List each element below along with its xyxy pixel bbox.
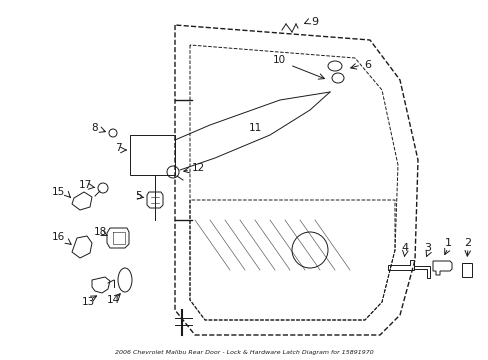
Polygon shape — [72, 236, 92, 258]
Text: 17: 17 — [78, 180, 91, 190]
Text: 2: 2 — [464, 238, 470, 248]
Polygon shape — [72, 192, 92, 210]
Polygon shape — [92, 277, 110, 293]
Text: 8: 8 — [92, 123, 98, 133]
Text: 13: 13 — [81, 297, 95, 307]
Text: 11: 11 — [248, 123, 261, 133]
Ellipse shape — [118, 268, 132, 292]
Polygon shape — [432, 261, 451, 275]
Text: 6: 6 — [364, 60, 371, 70]
Bar — [461, 263, 471, 277]
Text: 9: 9 — [311, 17, 318, 27]
Text: 15: 15 — [51, 187, 64, 197]
Text: 3: 3 — [424, 243, 430, 253]
Polygon shape — [107, 228, 129, 248]
Text: 7: 7 — [115, 143, 121, 153]
Polygon shape — [147, 192, 163, 208]
Text: 1: 1 — [444, 238, 450, 248]
Text: 14: 14 — [106, 295, 120, 305]
Text: 18: 18 — [93, 227, 106, 237]
Text: 16: 16 — [51, 232, 64, 242]
Text: 10: 10 — [272, 55, 285, 65]
Text: 2006 Chevrolet Malibu Rear Door - Lock & Hardware Latch Diagram for 15891970: 2006 Chevrolet Malibu Rear Door - Lock &… — [114, 350, 373, 355]
Bar — [130, 135, 175, 175]
Text: 5: 5 — [134, 191, 141, 201]
Polygon shape — [387, 260, 413, 270]
Text: 4: 4 — [401, 243, 408, 253]
Text: 12: 12 — [191, 163, 204, 173]
Polygon shape — [412, 266, 429, 278]
